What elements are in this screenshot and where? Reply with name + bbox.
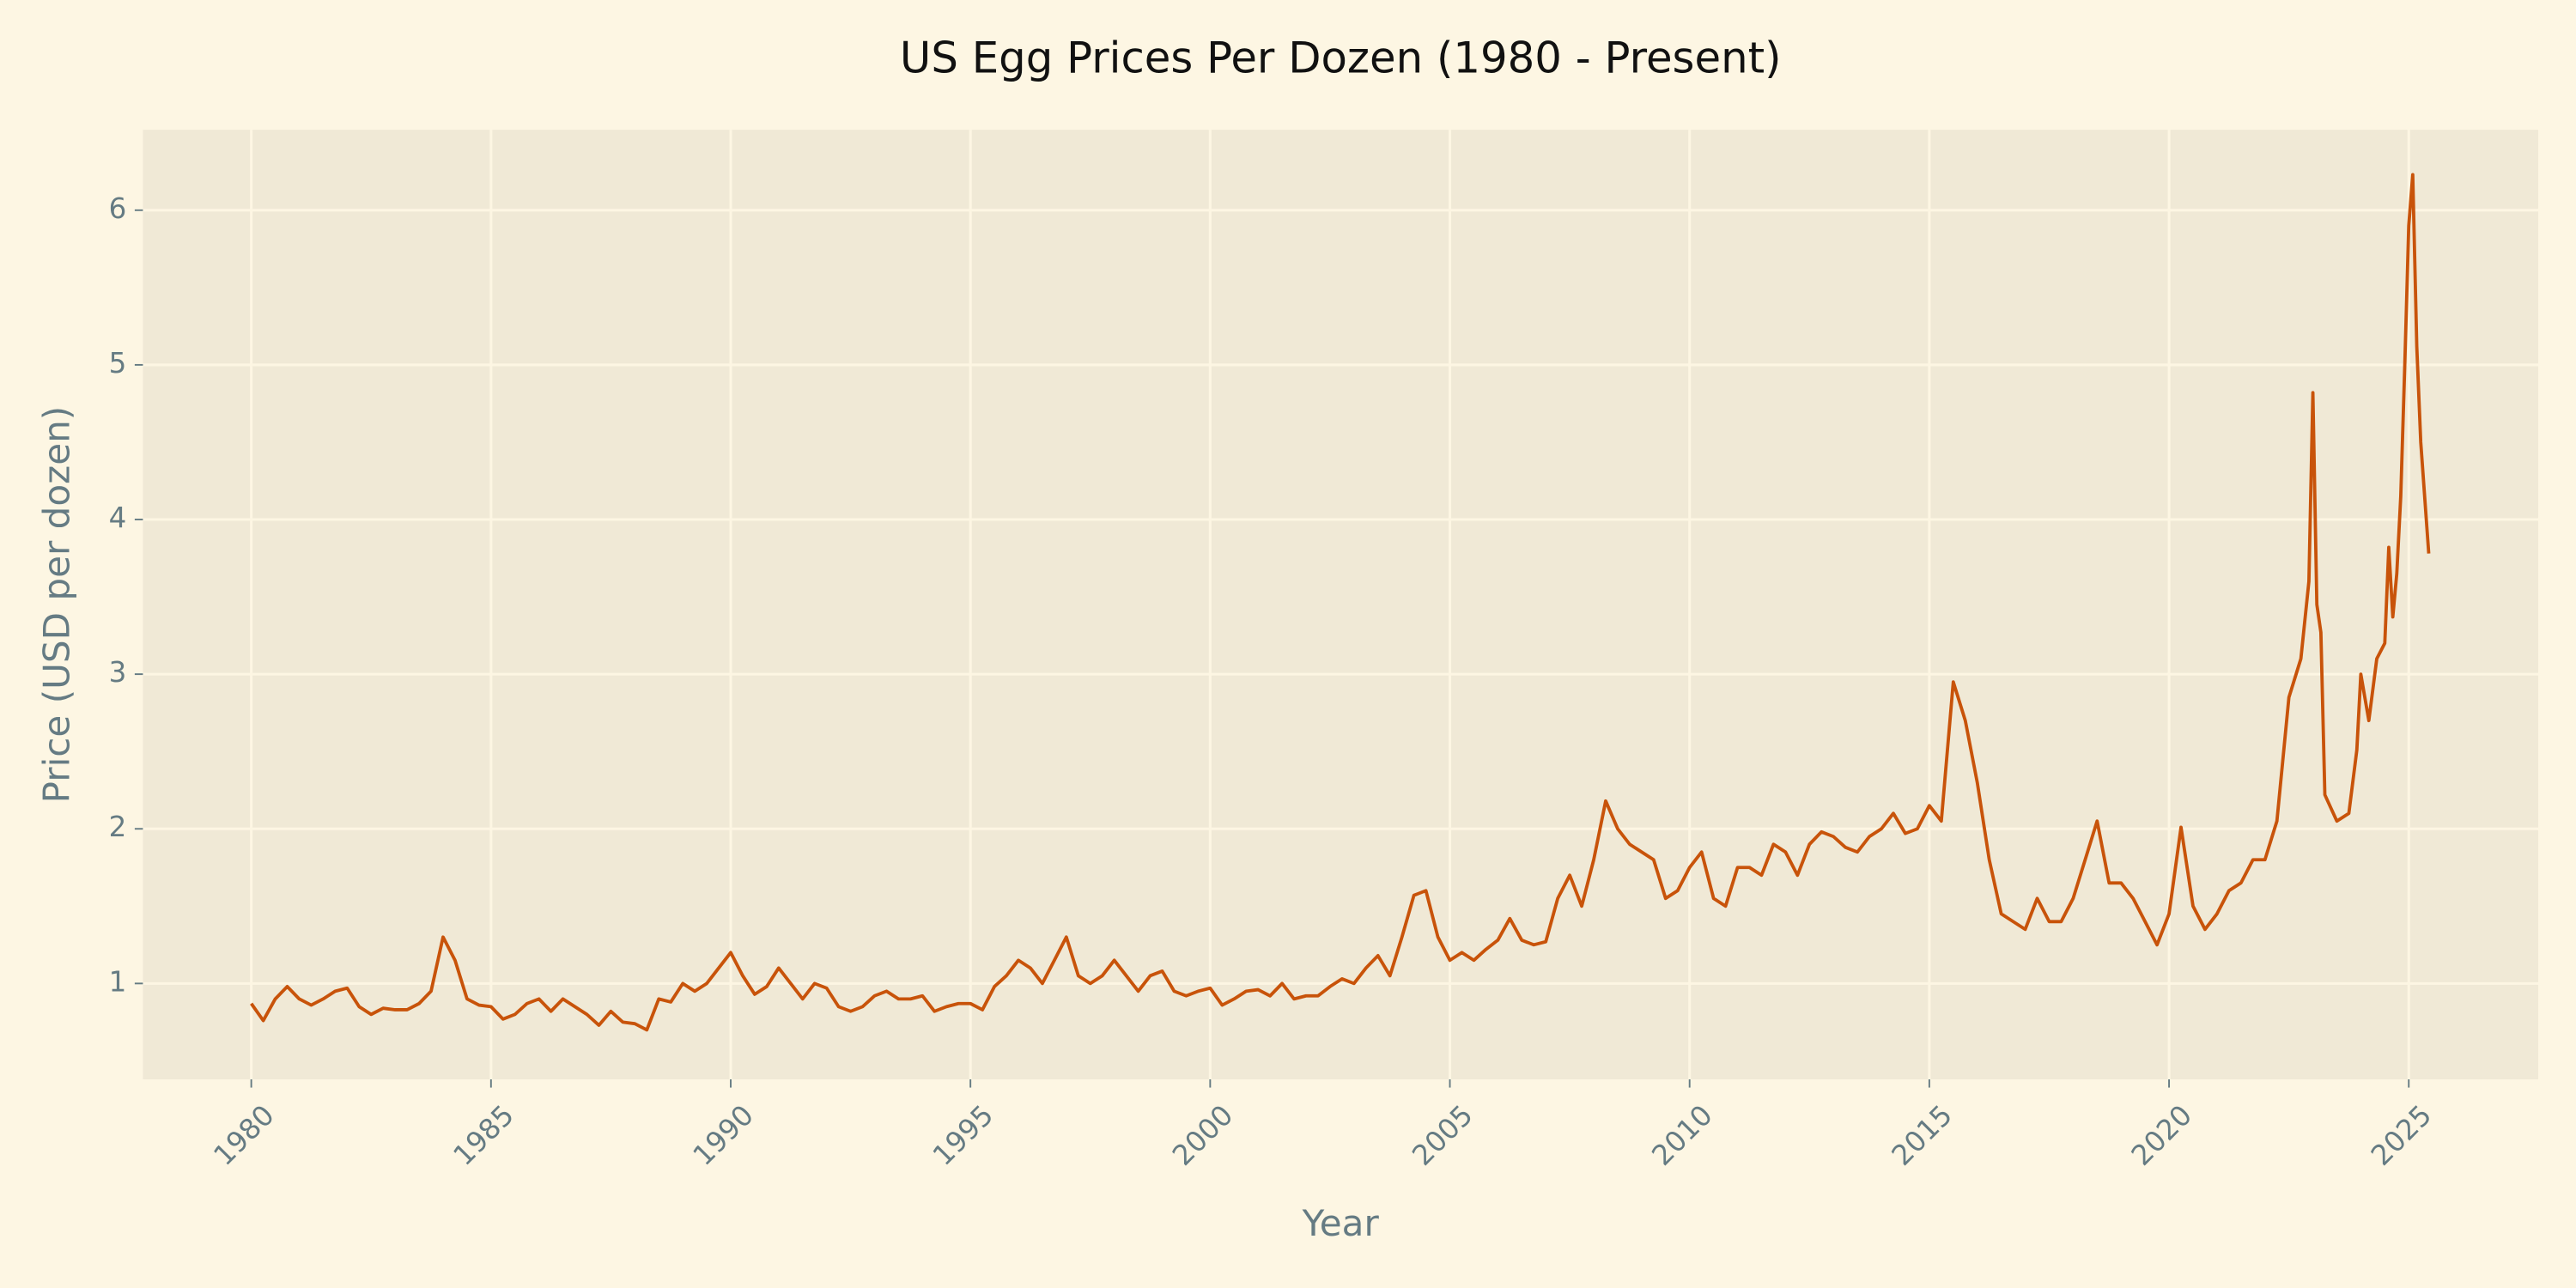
y-tick-label: 3 bbox=[109, 656, 127, 689]
y-axis-label: Price (USD per dozen) bbox=[35, 406, 77, 804]
y-tick-label: 6 bbox=[109, 192, 127, 225]
y-tick-label: 4 bbox=[109, 501, 127, 534]
price-line bbox=[250, 173, 2431, 1032]
y-tick-label: 2 bbox=[109, 811, 127, 843]
x-axis-label: Year bbox=[1302, 1202, 1380, 1244]
plot-area bbox=[143, 130, 2538, 1080]
y-tick-label: 1 bbox=[109, 965, 127, 998]
chart-title: US Egg Prices Per Dozen (1980 - Present) bbox=[900, 33, 1782, 82]
y-tick-label: 5 bbox=[109, 347, 127, 380]
